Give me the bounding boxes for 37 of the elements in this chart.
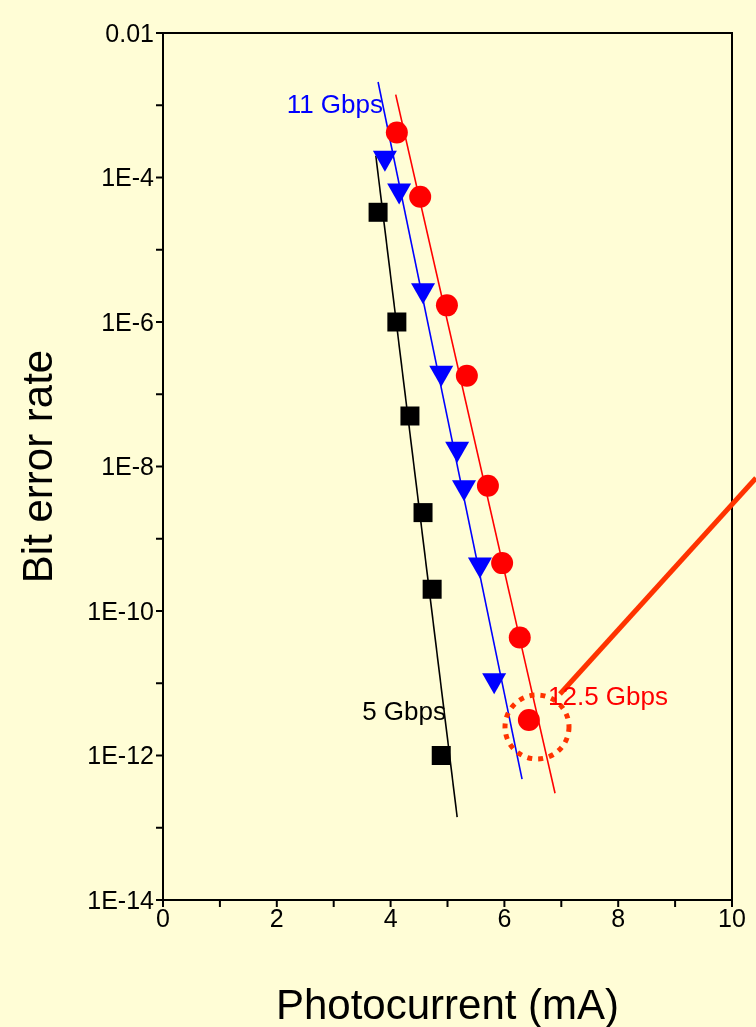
y-tick-label: 1E-6 — [101, 307, 154, 336]
x-tick-label: 2 — [269, 903, 284, 932]
point — [387, 312, 407, 332]
point — [491, 552, 514, 575]
point — [429, 365, 454, 387]
y-tick-label: 1E-14 — [87, 885, 155, 914]
x-tick-label: 6 — [497, 903, 512, 932]
y-tick-label: 0.01 — [105, 18, 154, 47]
point — [368, 202, 388, 222]
point — [411, 283, 436, 305]
y-tick-label: 1E-4 — [101, 163, 155, 192]
point — [409, 185, 432, 208]
y-axis-title: Bit error rate — [14, 349, 61, 584]
point — [387, 183, 412, 205]
point — [452, 480, 476, 502]
point — [413, 503, 433, 523]
point — [385, 121, 408, 144]
x-tick-label: 4 — [383, 903, 398, 932]
point — [400, 406, 420, 426]
x-tick-label: 0 — [156, 903, 170, 932]
annotation: 11 Gbps — [286, 89, 383, 119]
x-tick-label: 10 — [718, 903, 746, 932]
y-tick-label: 1E-12 — [87, 741, 154, 770]
point — [435, 294, 458, 317]
point — [476, 474, 499, 497]
annotation: 12.5 Gbps — [548, 681, 668, 711]
y-tick-label: 1E-8 — [101, 452, 154, 481]
point — [372, 150, 397, 172]
y-tick-label: 1E-10 — [87, 596, 154, 625]
point — [455, 364, 478, 387]
point — [508, 626, 531, 649]
point — [431, 746, 451, 765]
x-tick-label: 8 — [611, 903, 626, 932]
point — [445, 441, 470, 463]
point — [422, 579, 442, 599]
point — [482, 673, 507, 695]
point — [467, 557, 492, 579]
